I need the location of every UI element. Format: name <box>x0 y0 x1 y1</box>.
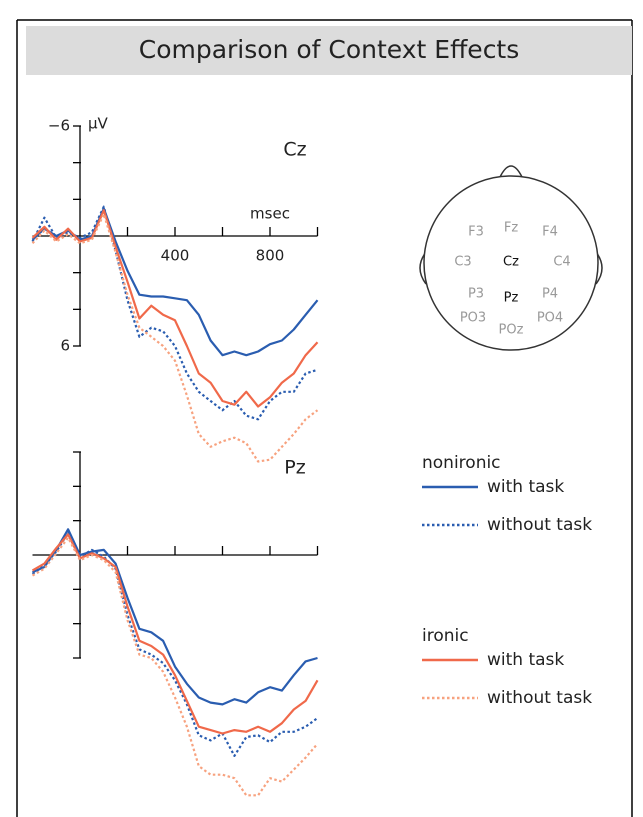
nose <box>499 165 523 178</box>
electrode-label: PO4 <box>537 311 563 326</box>
y-tick-label: 6 <box>60 337 70 355</box>
panel-label: Pz <box>284 457 305 479</box>
electrode-label: C3 <box>454 255 471 270</box>
legend-label: without task <box>487 515 592 535</box>
y-tick-label: −6 <box>48 117 70 135</box>
erp-line <box>31 536 319 797</box>
erp-line <box>31 533 319 735</box>
legend-label: with task <box>487 477 564 497</box>
electrode-label: C4 <box>553 255 570 270</box>
legend-group-title: ironic <box>422 626 469 646</box>
head-map <box>419 165 603 351</box>
electrode-label: POz <box>499 323 524 338</box>
electrode-label: F3 <box>468 225 484 240</box>
legend-group-title: nonironic <box>422 453 501 473</box>
electrode-label: P4 <box>542 287 558 302</box>
legend-label: without task <box>487 688 592 708</box>
erp-line <box>31 209 319 408</box>
erp-line <box>31 212 319 463</box>
legend-label: with task <box>487 650 564 670</box>
electrode-label: F4 <box>542 225 558 240</box>
electrode-label: PO3 <box>460 311 486 326</box>
electrode-label: Cz <box>503 255 519 270</box>
electrode-label: Pz <box>504 291 519 306</box>
panel-label: Cz <box>283 139 306 161</box>
x-tick-label: 800 <box>256 247 285 265</box>
erp-line <box>31 207 319 357</box>
electrode-label: Fz <box>504 221 518 236</box>
head-outline <box>423 175 599 351</box>
x-axis-label: msec <box>250 205 290 223</box>
erp-line <box>31 205 318 421</box>
title-band <box>26 26 632 75</box>
erp-line <box>31 531 319 757</box>
x-tick-label: 400 <box>161 247 190 265</box>
y-axis-label: μV <box>88 115 109 133</box>
electrode-label: P3 <box>468 287 484 302</box>
figure-title: Comparison of Context Effects <box>139 35 520 64</box>
